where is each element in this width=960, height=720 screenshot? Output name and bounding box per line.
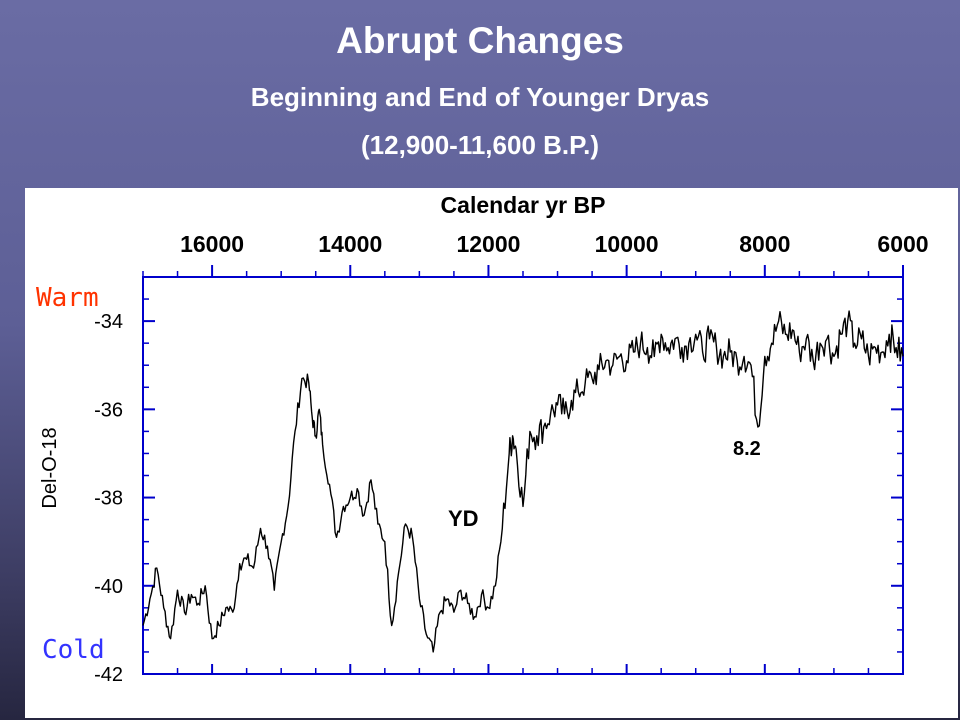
annotation-8-2: 8.2 — [733, 438, 761, 460]
annotation-yd: YD — [448, 506, 479, 531]
y-tick-label: -42 — [94, 664, 123, 686]
y-axis-label: Del-O-18 — [39, 427, 61, 508]
y-tick-label: -34 — [94, 311, 123, 333]
x-tick-label: 12000 — [456, 231, 520, 257]
x-tick-label: 14000 — [318, 231, 382, 257]
x-tick-label: 8000 — [739, 231, 790, 257]
x-axis-label: Calendar yr BP — [441, 192, 606, 218]
slide-title: Abrupt Changes — [336, 20, 624, 61]
slide-subtitle: Beginning and End of Younger Dryas — [250, 82, 710, 112]
ticks: 16000 14000 12000 10000 8000 6000 -34 -36 -38 -40… — [94, 231, 928, 686]
x-tick-label: 10000 — [595, 231, 659, 257]
series-layer — [142, 310, 904, 653]
x-tick-label: 16000 — [180, 231, 244, 257]
warm-label: Warm — [36, 283, 99, 313]
y-tick-label: -40 — [94, 576, 123, 598]
y-tick-label: -38 — [94, 488, 123, 510]
y-tick-label: -36 — [94, 399, 123, 421]
x-tick-label: 6000 — [877, 231, 928, 257]
slide-date-range: (12,900-11,600 B.P.) — [360, 130, 600, 160]
cold-label: Cold — [42, 635, 105, 665]
data-series-line — [142, 310, 904, 653]
